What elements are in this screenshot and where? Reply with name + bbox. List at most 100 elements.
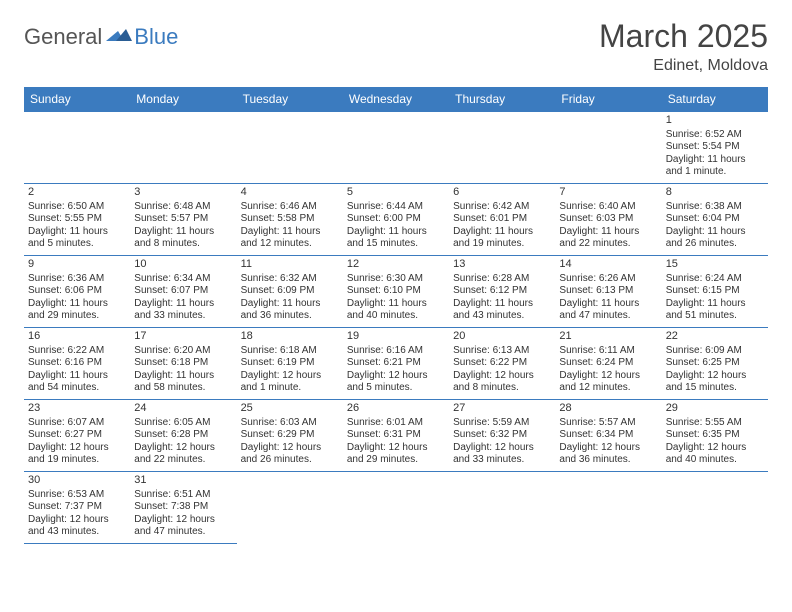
weekday-header: Tuesday	[237, 87, 343, 112]
sunrise-text: Sunrise: 6:53 AM	[28, 489, 126, 502]
day-number: 20	[453, 330, 551, 344]
sunrise-text: Sunrise: 6:03 AM	[241, 417, 339, 430]
day-number: 3	[134, 186, 232, 200]
calendar-cell: 30Sunrise: 6:53 AMSunset: 7:37 PMDayligh…	[24, 472, 130, 544]
flag-icon	[106, 25, 132, 50]
sunset-text: Sunset: 6:16 PM	[28, 357, 126, 370]
daylight-text: Daylight: 11 hours and 5 minutes.	[28, 226, 126, 251]
daylight-text: Daylight: 12 hours and 22 minutes.	[134, 442, 232, 467]
day-number: 2	[28, 186, 126, 200]
calendar-cell: 22Sunrise: 6:09 AMSunset: 6:25 PMDayligh…	[662, 328, 768, 400]
calendar-cell	[237, 472, 343, 544]
day-number: 27	[453, 402, 551, 416]
sunset-text: Sunset: 6:34 PM	[559, 429, 657, 442]
calendar-cell: 6Sunrise: 6:42 AMSunset: 6:01 PMDaylight…	[449, 184, 555, 256]
calendar-cell: 28Sunrise: 5:57 AMSunset: 6:34 PMDayligh…	[555, 400, 661, 472]
sunrise-text: Sunrise: 6:07 AM	[28, 417, 126, 430]
sunrise-text: Sunrise: 5:57 AM	[559, 417, 657, 430]
calendar-row: 16Sunrise: 6:22 AMSunset: 6:16 PM Dayligh…	[24, 328, 768, 400]
day-number: 1	[666, 114, 764, 128]
calendar-cell: 5Sunrise: 6:44 AMSunset: 6:00 PMDaylight…	[343, 184, 449, 256]
sunset-text: Sunset: 5:58 PM	[241, 213, 339, 226]
calendar-cell	[555, 112, 661, 184]
calendar-cell: 23Sunrise: 6:07 AMSunset: 6:27 PMDayligh…	[24, 400, 130, 472]
sunrise-text: Sunrise: 6:05 AM	[134, 417, 232, 430]
day-number: 23	[28, 402, 126, 416]
day-number: 31	[134, 474, 232, 488]
day-number: 26	[347, 402, 445, 416]
day-number: 21	[559, 330, 657, 344]
calendar-cell	[343, 112, 449, 184]
sunset-text: Sunset: 6:24 PM	[559, 357, 657, 370]
calendar-cell: 14Sunrise: 6:26 AMSunset: 6:13 PMDayligh…	[555, 256, 661, 328]
daylight-text: Daylight: 12 hours and 29 minutes.	[347, 442, 445, 467]
calendar-row: 1Sunrise: 6:52 AMSunset: 5:54 PMDaylight…	[24, 112, 768, 184]
daylight-text: Daylight: 11 hours and 58 minutes.	[134, 370, 232, 395]
sunset-text: Sunset: 6:21 PM	[347, 357, 445, 370]
weekday-header: Monday	[130, 87, 236, 112]
calendar-row: 2Sunrise: 6:50 AMSunset: 5:55 PMDaylight…	[24, 184, 768, 256]
day-number: 8	[666, 186, 764, 200]
daylight-text: Daylight: 12 hours and 5 minutes.	[347, 370, 445, 395]
calendar-cell: 1Sunrise: 6:52 AMSunset: 5:54 PMDaylight…	[662, 112, 768, 184]
daylight-text: Daylight: 11 hours and 33 minutes.	[134, 298, 232, 323]
weekday-header: Sunday	[24, 87, 130, 112]
sunrise-text: Sunrise: 6:46 AM	[241, 201, 339, 214]
calendar-row: 23Sunrise: 6:07 AMSunset: 6:27 PMDayligh…	[24, 400, 768, 472]
sunrise-text: Sunrise: 6:18 AM	[241, 345, 339, 358]
sunset-text: Sunset: 6:04 PM	[666, 213, 764, 226]
sunset-text: Sunset: 6:10 PM	[347, 285, 445, 298]
sunrise-text: Sunrise: 5:59 AM	[453, 417, 551, 430]
logo: General Blue	[24, 18, 178, 50]
daylight-text: Daylight: 12 hours and 47 minutes.	[134, 514, 232, 539]
sunrise-text: Sunrise: 6:26 AM	[559, 273, 657, 286]
day-number: 13	[453, 258, 551, 272]
calendar-cell: 12Sunrise: 6:30 AMSunset: 6:10 PMDayligh…	[343, 256, 449, 328]
day-number: 28	[559, 402, 657, 416]
weekday-header: Saturday	[662, 87, 768, 112]
sunrise-text: Sunrise: 6:11 AM	[559, 345, 657, 358]
sunset-text: Sunset: 6:01 PM	[453, 213, 551, 226]
day-number: 6	[453, 186, 551, 200]
day-number: 29	[666, 402, 764, 416]
sunrise-text: Sunrise: 5:55 AM	[666, 417, 764, 430]
sunset-text: Sunset: 5:57 PM	[134, 213, 232, 226]
calendar-cell	[237, 112, 343, 184]
sunset-text: Sunset: 6:35 PM	[666, 429, 764, 442]
weekday-header-row: Sunday Monday Tuesday Wednesday Thursday…	[24, 87, 768, 112]
sunset-text: Sunset: 6:09 PM	[241, 285, 339, 298]
calendar-cell: 16Sunrise: 6:22 AMSunset: 6:16 PMDayligh…	[24, 328, 130, 400]
day-number: 16	[28, 330, 126, 344]
sunrise-text: Sunrise: 6:22 AM	[28, 345, 126, 358]
sunset-text: Sunset: 6:06 PM	[28, 285, 126, 298]
daylight-text: Daylight: 12 hours and 40 minutes.	[666, 442, 764, 467]
day-number: 10	[134, 258, 232, 272]
daylight-text: Daylight: 11 hours and 22 minutes.	[559, 226, 657, 251]
sunrise-text: Sunrise: 6:42 AM	[453, 201, 551, 214]
calendar-cell: 8Sunrise: 6:38 AMSunset: 6:04 PMDaylight…	[662, 184, 768, 256]
day-number: 9	[28, 258, 126, 272]
sunset-text: Sunset: 7:38 PM	[134, 501, 232, 514]
daylight-text: Daylight: 11 hours and 51 minutes.	[666, 298, 764, 323]
sunset-text: Sunset: 6:03 PM	[559, 213, 657, 226]
day-number: 14	[559, 258, 657, 272]
sunrise-text: Sunrise: 6:44 AM	[347, 201, 445, 214]
logo-text-general: General	[24, 24, 102, 50]
day-number: 22	[666, 330, 764, 344]
calendar-cell: 10Sunrise: 6:34 AMSunset: 6:07 PMDayligh…	[130, 256, 236, 328]
daylight-text: Daylight: 12 hours and 1 minute.	[241, 370, 339, 395]
sunset-text: Sunset: 6:00 PM	[347, 213, 445, 226]
calendar-cell: 21Sunrise: 6:11 AMSunset: 6:24 PMDayligh…	[555, 328, 661, 400]
calendar-cell: 27Sunrise: 5:59 AMSunset: 6:32 PMDayligh…	[449, 400, 555, 472]
sunrise-text: Sunrise: 6:30 AM	[347, 273, 445, 286]
location-label: Edinet, Moldova	[599, 57, 768, 75]
daylight-text: Daylight: 11 hours and 19 minutes.	[453, 226, 551, 251]
sunset-text: Sunset: 6:12 PM	[453, 285, 551, 298]
calendar-cell: 15Sunrise: 6:24 AMSunset: 6:15 PMDayligh…	[662, 256, 768, 328]
calendar-cell	[24, 112, 130, 184]
sunrise-text: Sunrise: 6:34 AM	[134, 273, 232, 286]
calendar-cell: 11Sunrise: 6:32 AMSunset: 6:09 PMDayligh…	[237, 256, 343, 328]
calendar-cell: 17Sunrise: 6:20 AMSunset: 6:18 PMDayligh…	[130, 328, 236, 400]
day-number: 7	[559, 186, 657, 200]
title-block: March 2025 Edinet, Moldova	[599, 18, 768, 75]
